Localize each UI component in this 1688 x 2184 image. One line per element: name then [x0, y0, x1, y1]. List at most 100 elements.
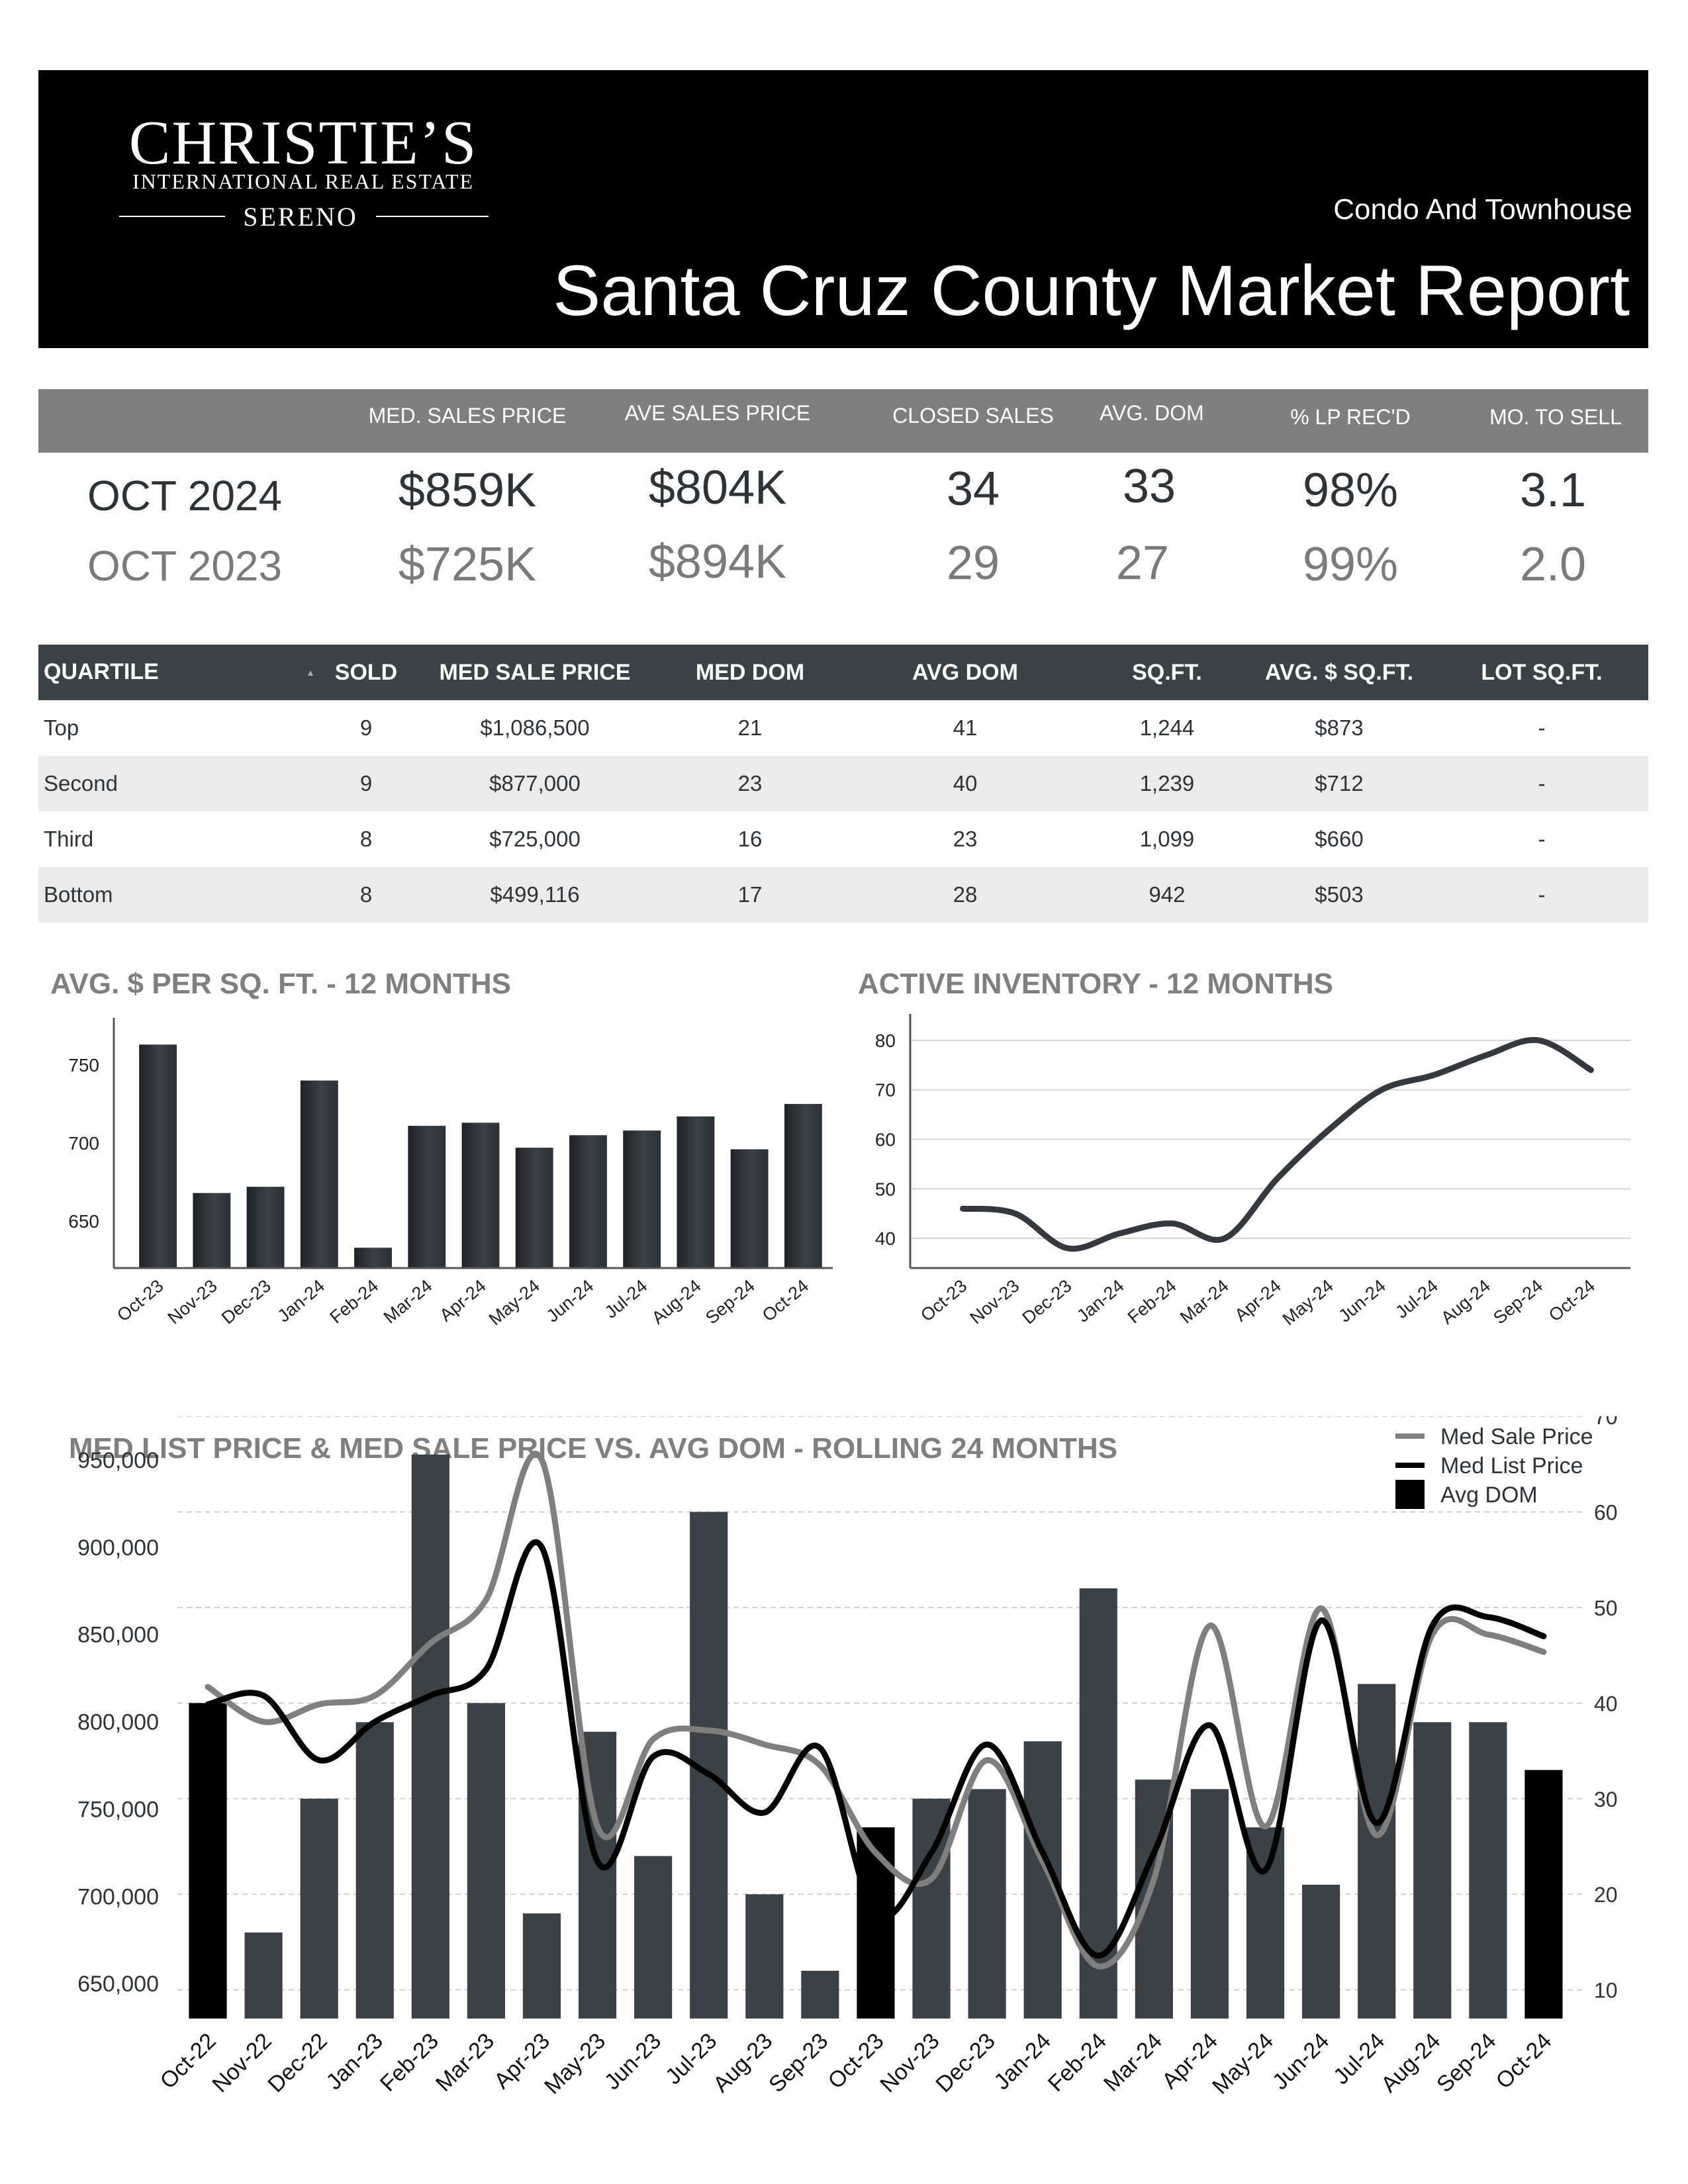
quartile-sqft: 1,239: [1091, 756, 1243, 811]
quartile-avg-price-sqft: $712: [1243, 756, 1435, 811]
bar: [354, 1248, 392, 1268]
legend-label: Med List Price: [1440, 1453, 1583, 1479]
quartile-header-avg-price-sqft[interactable]: AVG. $ SQ.FT.: [1243, 645, 1435, 700]
quartile-med-dom: 17: [661, 867, 839, 923]
x-tick-label: Jul-24: [601, 1276, 651, 1322]
quartile-name: Top: [44, 715, 79, 740]
quartile-avg-dom: 41: [953, 715, 978, 740]
stat-current-avg-dom: 33: [1122, 460, 1176, 513]
quartile-header-quartile[interactable]: QUARTILE ▲: [38, 645, 323, 700]
dom-bar: [411, 1454, 449, 2019]
quartile-avg-price-sqft: $503: [1243, 867, 1435, 923]
quartile-header-med-sale-price[interactable]: MED SALE PRICE: [409, 645, 661, 700]
legend-label: Avg DOM: [1440, 1482, 1538, 1508]
y-tick-label: 750: [68, 1055, 99, 1075]
x-tick-label: Dec-23: [931, 2028, 1000, 2097]
dom-bar: [801, 1970, 839, 2019]
x-tick-label: Dec-23: [1019, 1276, 1076, 1328]
bar: [246, 1187, 285, 1268]
quartile-header-med-dom[interactable]: MED DOM: [661, 645, 839, 700]
x-tick-label: Jun-24: [1335, 1276, 1389, 1326]
x-tick-label: Jan-24: [1073, 1276, 1128, 1326]
bar: [569, 1135, 607, 1268]
quartile-header-sqft[interactable]: SQ.FT.: [1091, 645, 1243, 700]
dom-bar: [1302, 1884, 1340, 2019]
quartile-header-sold[interactable]: SOLD: [323, 645, 409, 700]
quartile-avg-dom: 23: [953, 827, 978, 851]
stat-previous-lp-received: 99%: [1302, 538, 1399, 591]
quartile-table: QUARTILE ▲ SOLD MED SALE PRICE MED DOM A…: [38, 645, 1648, 923]
x-tick-label: Aug-23: [708, 2028, 777, 2097]
quartile-avg-price-sqft: $873: [1315, 715, 1364, 740]
dom-bar: [745, 1894, 784, 2019]
x-tick-label: Sep-24: [1489, 1276, 1546, 1328]
stat-header-months-to-sell: MO. TO SELL: [1489, 405, 1622, 429]
x-tick-label: May-24: [1207, 2028, 1278, 2099]
quartile-sold: 9: [323, 756, 409, 811]
quartile-med-dom: 16: [737, 827, 763, 851]
inventory-line: [960, 1036, 1594, 1252]
stats-header-bar: [38, 389, 1648, 453]
left-y-tick-label: 850,000: [77, 1623, 159, 1648]
stat-previous-med-sales-price: $725K: [398, 538, 537, 591]
stat-previous-months-to-sell: 2.0: [1519, 538, 1587, 591]
x-tick-label: Jan-23: [322, 2028, 388, 2095]
stat-current-closed-sales: 34: [946, 463, 1000, 516]
x-tick-label: Aug-24: [1437, 1276, 1494, 1328]
quartile-avg-dom: 40: [839, 756, 1091, 811]
quartile-name: Bottom: [38, 867, 323, 923]
right-y-tick-label: 60: [1594, 1500, 1618, 1524]
dom-bar: [1413, 1722, 1452, 2019]
quartile-sqft: 1,244: [1139, 715, 1195, 740]
bar: [623, 1130, 661, 1268]
price-per-sqft-chart: 650700750Oct-23Nov-23Dec-23Jan-24Feb-24M…: [68, 1018, 833, 1330]
quartile-header-avg-dom[interactable]: AVG DOM: [839, 645, 1091, 700]
x-tick-label: Apr-24: [436, 1276, 489, 1326]
quartile-lot-sqft: -: [1435, 867, 1648, 923]
quartile-header-lot-sqft[interactable]: LOT SQ.FT.: [1435, 645, 1648, 700]
x-tick-label: Jun-24: [1268, 2028, 1334, 2095]
quartile-med-sale-price: $499,116: [409, 867, 661, 923]
quartile-lot-sqft: -: [1538, 715, 1546, 740]
x-tick-label: May-24: [485, 1276, 543, 1330]
dom-bar: [968, 1789, 1006, 2019]
x-tick-label: Oct-23: [917, 1276, 970, 1326]
y-tick-label: 60: [875, 1130, 896, 1150]
quartile-avg-dom: 28: [839, 867, 1091, 923]
quartile-sqft: 942: [1091, 867, 1243, 923]
bar: [677, 1116, 715, 1268]
x-tick-label: Nov-23: [875, 2028, 944, 2097]
y-tick-label: 50: [875, 1179, 896, 1199]
bar: [784, 1104, 822, 1268]
x-tick-label: Sep-24: [1432, 2028, 1501, 2097]
quartile-sqft: 1,099: [1139, 827, 1195, 851]
dom-bar: [1358, 1684, 1396, 2019]
rolling-24-months-chart: Med Sale Price Med List Price Avg DOM 10 20 3…: [77, 1416, 1618, 2099]
left-y-tick-label: 700,000: [77, 1884, 159, 1909]
med-list-price-line: [205, 1539, 1547, 1959]
x-tick-label: Mar-24: [380, 1276, 436, 1328]
quartile-sold: 9: [359, 715, 373, 740]
stat-current-med-sales-price: $859K: [398, 464, 537, 517]
quartile-lot-sqft: -: [1435, 756, 1648, 811]
dom-bar: [1469, 1722, 1507, 2019]
x-tick-label: Jul-24: [1391, 1276, 1442, 1322]
table-row: Bottom 8 $499,116 17 28 942 $503 -: [38, 867, 1648, 923]
x-tick-label: Nov-22: [207, 2028, 276, 2097]
dom-bar: [857, 1827, 895, 2019]
bar: [730, 1149, 769, 1268]
left-y-tick-label: 800,000: [77, 1710, 159, 1735]
stat-header-closed-sales: CLOSED SALES: [892, 404, 1054, 428]
x-tick-label: May-23: [539, 2028, 610, 2099]
x-tick-label: Dec-22: [263, 2028, 332, 2097]
dom-bar: [244, 1933, 283, 2019]
dom-bar: [189, 1703, 227, 2019]
stat-current-ave-sales-price: $804K: [648, 461, 787, 514]
stat-header-avg-dom: AVG. DOM: [1100, 401, 1204, 425]
right-y-tick-label: 50: [1594, 1596, 1618, 1620]
x-tick-label: Oct-24: [759, 1276, 812, 1326]
bar: [515, 1148, 553, 1268]
y-tick-label: 80: [875, 1030, 896, 1051]
bar: [300, 1080, 338, 1268]
stat-header-med-sales-price: MED. SALES PRICE: [368, 404, 567, 428]
